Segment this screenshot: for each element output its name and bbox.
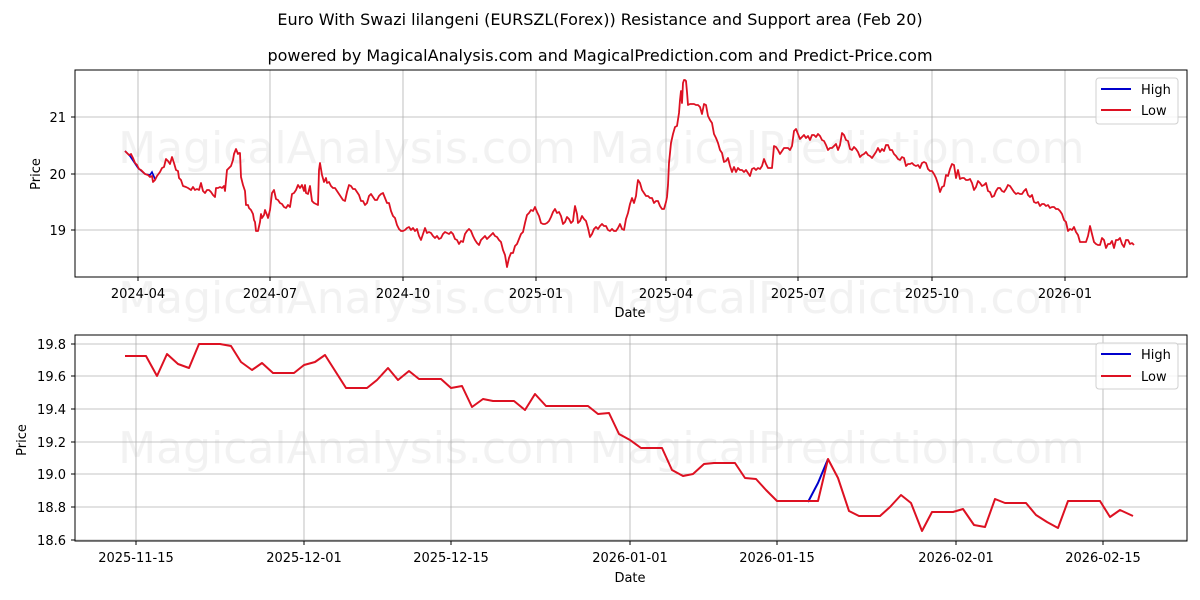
bottom-ytick: 19.4 [37,403,66,418]
top-legend: High Low [1095,77,1179,125]
bottom-xtick: 2026-02-01 [918,551,994,566]
top-xlabel: Date [614,306,645,321]
bottom-xtick: 2025-12-15 [413,551,489,566]
bottom-high-line [807,458,829,503]
legend-high-label: High [1141,83,1171,98]
bottom-ytick: 19.0 [37,468,66,483]
bottom-grid [75,335,1187,541]
bottom-axes-frame [74,334,1188,542]
top-chart: MagicalAnalysis.com MagicalPrediction.co… [29,69,1188,324]
top-xtick: 2025-04 [639,287,693,302]
bottom-low-line [125,343,1134,532]
bottom-xtick: 2025-12-01 [266,551,342,566]
bottom-xlabel: Date [614,571,645,586]
bottom-chart: MagicalAnalysis.com MagicalPrediction.co… [15,334,1188,586]
top-ylabel: Price [29,158,44,190]
top-xtick: 2024-04 [111,287,165,302]
legend-low-label: Low [1141,370,1167,385]
top-xtick: 2026-01 [1038,287,1092,302]
bottom-xtick: 2026-01-01 [592,551,668,566]
top-xtick: 2024-10 [376,287,430,302]
bottom-ytick: 19.2 [37,436,66,451]
top-low-line [124,79,1135,268]
watermark: MagicalAnalysis.com [118,273,576,324]
top-grid [75,70,1187,277]
bottom-ytick: 19.6 [37,370,66,385]
bottom-legend: High Low [1095,342,1179,390]
watermark: MagicalPrediction.com [590,273,1085,324]
bottom-xtick: 2026-02-15 [1065,551,1141,566]
top-ytick: 20 [49,168,66,183]
top-xtick: 2024-07 [243,287,297,302]
bottom-ytick: 19.8 [37,338,66,353]
watermark: MagicalPrediction.com [590,423,1085,474]
top-xtick: 2025-01 [509,287,563,302]
legend-high-label: High [1141,348,1171,363]
bottom-xtick: 2025-11-15 [98,551,174,566]
bottom-xtick: 2026-01-15 [739,551,815,566]
top-ytick: 21 [49,111,66,126]
top-xtick: 2025-10 [905,287,959,302]
bottom-ytick: 18.6 [37,534,66,549]
watermark: MagicalAnalysis.com [118,123,576,174]
bottom-ylabel: Price [15,424,30,456]
top-xtick: 2025-07 [771,287,825,302]
top-ytick: 19 [49,224,66,239]
chart-subtitle: powered by MagicalAnalysis.com and Magic… [267,46,933,65]
bottom-ytick: 18.8 [37,501,66,516]
watermark: MagicalAnalysis.com [118,423,576,474]
legend-low-label: Low [1141,104,1167,119]
chart-title: Euro With Swazi lilangeni (EURSZL(Forex)… [277,10,923,29]
